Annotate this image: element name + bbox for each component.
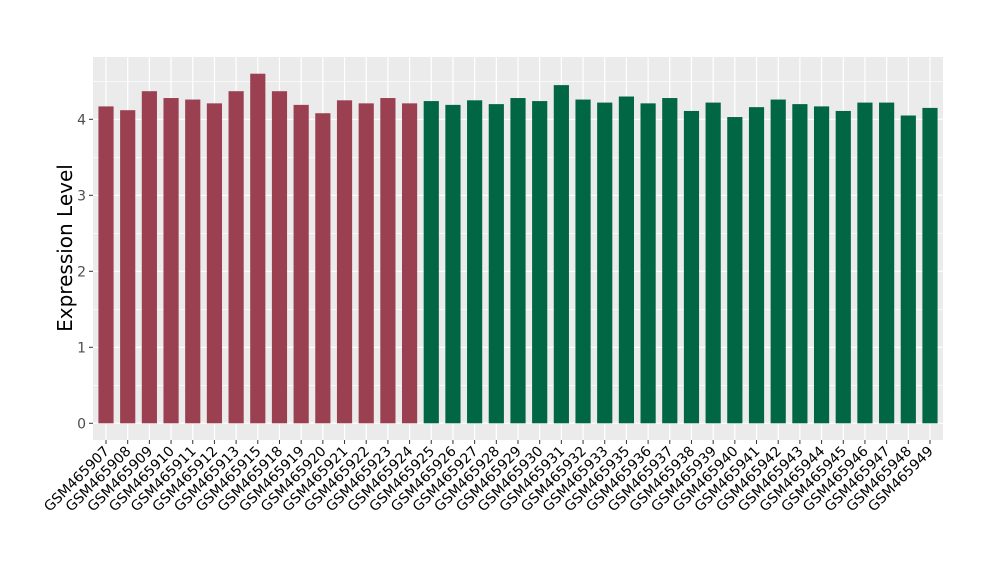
bar-GSM465912 [206,103,223,424]
bar-GSM465919 [293,104,309,424]
bar-GSM465948 [900,115,916,424]
y-tick-label: 3 [77,188,86,204]
bar-GSM465913 [228,91,244,424]
bar-GSM465933 [597,102,613,424]
y-axis-title: Expression Level [53,164,77,332]
bar-GSM465945 [835,110,851,424]
bar-GSM465943 [792,104,808,424]
bar-GSM465923 [380,98,396,424]
bar-GSM465936 [640,103,656,424]
y-tick-label: 1 [77,340,86,356]
bar-GSM465918 [271,91,288,424]
bar-GSM465926 [445,104,461,424]
bar-GSM465931 [553,85,569,424]
bar-GSM465922 [358,103,374,424]
bars [98,73,938,424]
y-tick-label: 4 [77,112,86,128]
bar-GSM465929 [510,98,526,424]
bar-GSM465911 [185,99,201,424]
bar-GSM465940 [727,117,743,424]
bar-GSM465942 [770,99,786,424]
bar-GSM465915 [250,73,266,424]
bar-GSM465907 [98,106,114,424]
bar-GSM465920 [315,113,331,424]
bar-GSM465941 [748,107,765,424]
bar-GSM465924 [401,103,418,424]
bar-GSM465944 [813,106,830,424]
bar-GSM465932 [575,99,591,424]
bar-GSM465921 [336,100,353,424]
x-axis: GSM465907GSM465908GSM465909GSM465910GSM4… [41,440,937,515]
y-axis: 0 1 2 3 4 [77,112,93,432]
bar-GSM465938 [683,110,700,424]
y-tick-label: 0 [77,416,86,432]
bar-GSM465908 [120,110,136,424]
bar-GSM465930 [532,101,548,424]
bar-GSM465947 [879,102,895,424]
bar-GSM465937 [662,98,678,424]
y-tick-label: 2 [77,264,86,280]
bar-GSM465910 [163,98,179,424]
bar-GSM465928 [488,104,504,424]
bar-GSM465949 [922,107,938,424]
bar-GSM465927 [467,100,483,424]
bar-GSM465946 [857,102,873,424]
bar-GSM465925 [423,101,439,424]
bar-GSM465935 [618,96,635,424]
bar-GSM465909 [141,91,157,424]
bar-GSM465939 [705,102,721,424]
